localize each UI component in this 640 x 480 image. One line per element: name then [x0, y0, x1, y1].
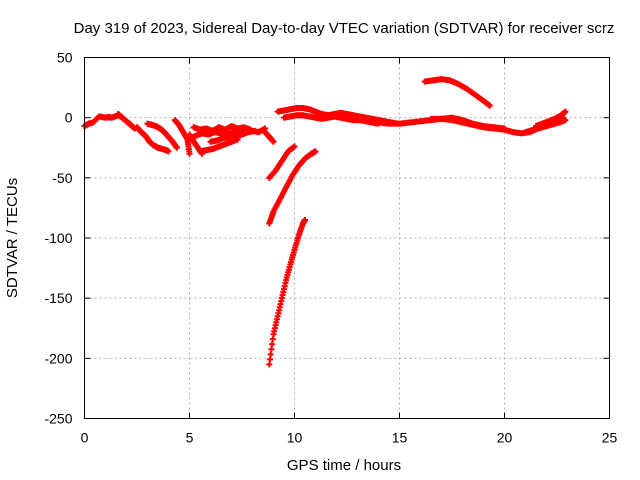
x-axis-title: GPS time / hours	[287, 457, 401, 474]
data-point	[266, 361, 273, 368]
x-tick-label: 10	[287, 430, 303, 446]
series-band-21-23-c	[522, 117, 569, 136]
series-dip-2.5-4	[134, 124, 172, 155]
data-point	[165, 148, 172, 155]
data-point	[173, 144, 180, 151]
series-arc-4.3-5	[171, 117, 193, 157]
x-tick-label: 5	[186, 430, 194, 446]
data-points	[81, 76, 569, 368]
series-arc-1.7-2.5	[115, 111, 138, 132]
x-tick-label: 15	[392, 430, 408, 446]
data-point	[269, 341, 276, 348]
series-high-arc-16-19	[421, 76, 493, 109]
series-cluster-5-8-b	[190, 123, 254, 134]
data-point	[486, 102, 493, 109]
data-point	[268, 346, 275, 353]
data-point	[267, 351, 274, 358]
data-point	[562, 117, 569, 124]
y-tick-label: 50	[57, 50, 73, 66]
x-tick-label: 25	[602, 430, 618, 446]
data-point	[267, 356, 273, 363]
series-cluster-6-8-d	[207, 127, 258, 145]
data-point	[199, 150, 206, 157]
data-point	[186, 150, 193, 157]
x-tick-label: 20	[497, 430, 513, 446]
series-band-9.5-14-lower	[281, 112, 382, 127]
y-axis-title: SDTVAR / TECUs	[4, 178, 21, 298]
data-point	[269, 336, 276, 343]
series-curve-8.8-11	[266, 148, 319, 227]
series-band-16.5-20	[428, 115, 508, 133]
series-line-8.8-10	[266, 143, 298, 181]
series-arc-3-4.5	[144, 120, 180, 151]
data-point	[291, 143, 298, 150]
y-tick-label: -50	[52, 170, 72, 186]
axes: 0 5 10 15 20 25 50 0 -50 -100 -150 -200 -250	[44, 50, 617, 446]
series-steep-8.8-10.5	[266, 216, 308, 368]
data-point	[251, 127, 258, 134]
data-point	[312, 148, 319, 155]
data-point	[562, 108, 569, 115]
chart-title: Day 319 of 2023, Sidereal Day-to-day VTE…	[74, 20, 615, 37]
data-point	[302, 216, 308, 223]
x-tick-label: 0	[81, 430, 89, 446]
y-tick-label: 0	[65, 110, 73, 126]
series-arc-5-6	[186, 131, 206, 157]
series-small-8.8	[262, 129, 277, 145]
y-tick-label: -200	[44, 350, 72, 366]
y-tick-label: -250	[44, 411, 72, 427]
y-tick-label: -100	[44, 230, 72, 246]
y-tick-label: -150	[44, 290, 72, 306]
data-point	[270, 138, 277, 145]
